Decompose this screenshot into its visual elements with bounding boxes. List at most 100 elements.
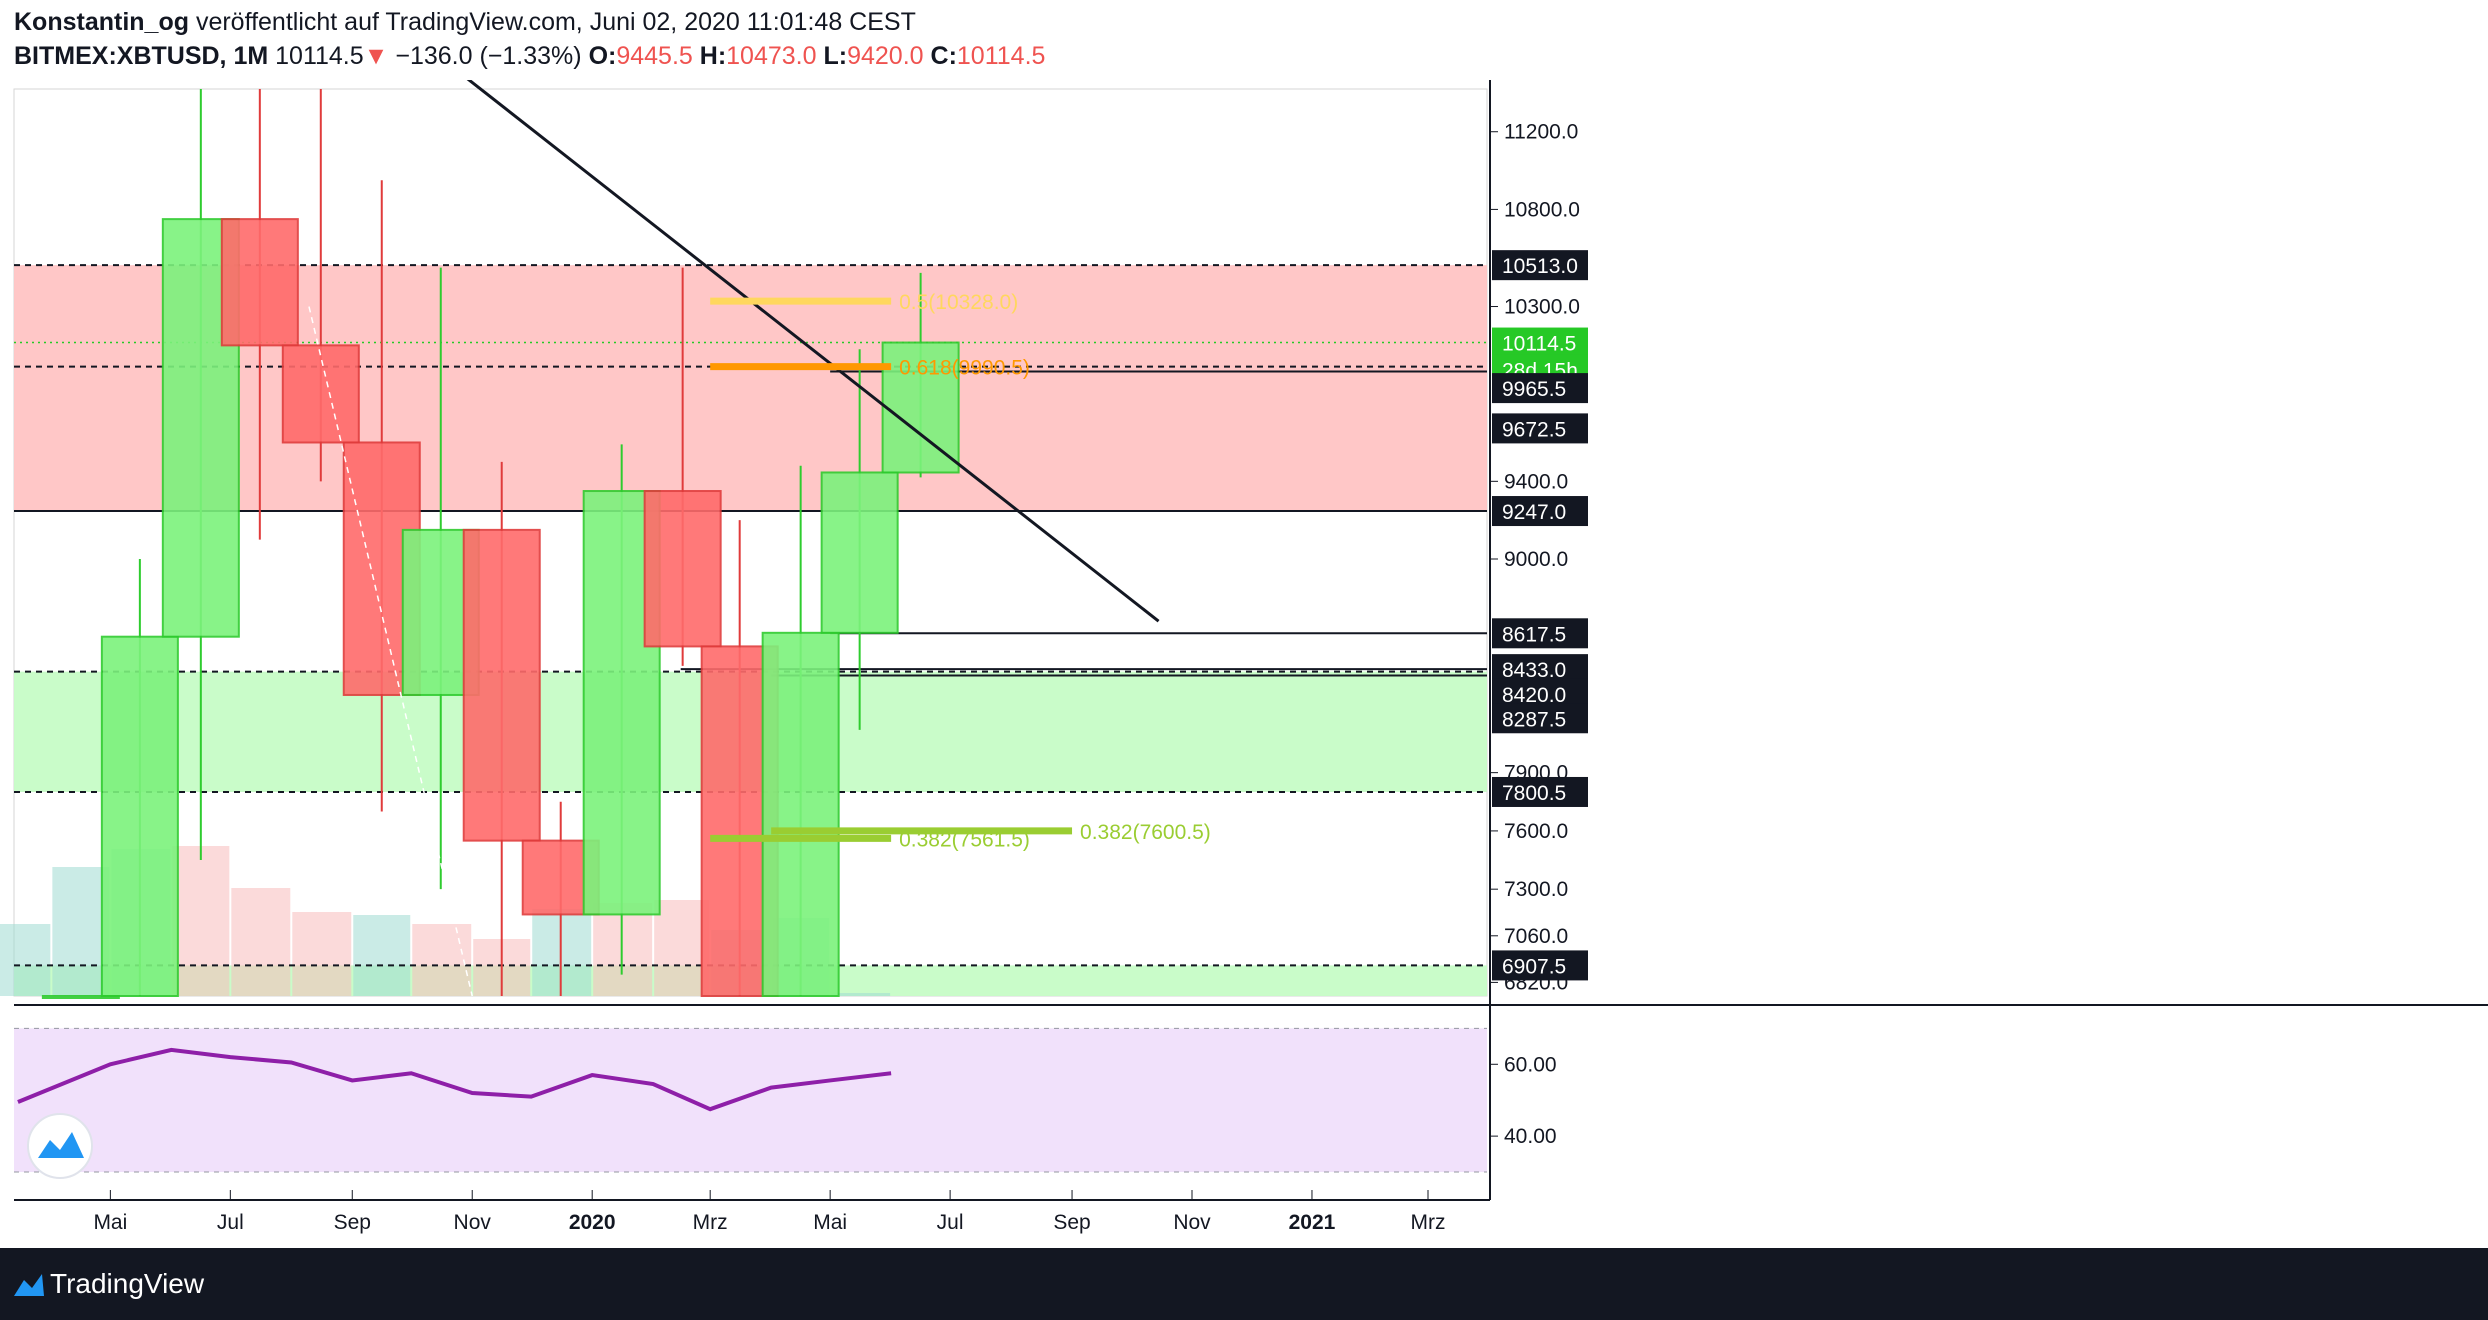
time-tick-label: Jul xyxy=(217,1211,244,1234)
published-text: veröffentlicht auf TradingView.com, Juni… xyxy=(195,8,916,36)
price-tick-label: 10800.0 xyxy=(1504,198,1580,221)
chart-canvas[interactable]: 0.5(10328.0)0.618(9990.5)0.382(7561.5) 0.… xyxy=(0,80,2488,1248)
candles-layer[interactable] xyxy=(41,89,960,999)
tradingview-brand[interactable]: TradingView xyxy=(50,1268,205,1299)
time-tick-label: Mai xyxy=(813,1211,847,1234)
price-tick-label: 7300.0 xyxy=(1504,878,1568,901)
price-tag-bg xyxy=(1492,250,1588,281)
rsi-pane[interactable] xyxy=(14,1027,1487,1173)
volume-bar xyxy=(654,900,710,996)
time-tick-label: Nov xyxy=(1173,1211,1211,1234)
price-tag: 9247.0 xyxy=(1492,496,1588,527)
price-tag-label: 7800.5 xyxy=(1502,782,1566,805)
descending-trendline[interactable] xyxy=(411,80,1160,623)
price-tick-label: 9000.0 xyxy=(1504,548,1568,571)
candle[interactable] xyxy=(281,89,360,482)
candle-body[interactable] xyxy=(761,631,840,998)
rsi-band xyxy=(14,1028,1487,1173)
close-value: 10114.5 xyxy=(956,42,1046,70)
time-tick-label: Sep xyxy=(1053,1211,1090,1234)
price-tag: 6907.5 xyxy=(1492,950,1588,981)
axes-layer[interactable]: 60.00 40.00 11200.0 10800.0 10300.0 9400.0 900… xyxy=(14,80,2488,1234)
volume-bar xyxy=(52,867,110,996)
price-tag-bg xyxy=(1492,413,1588,444)
price-tag-bg xyxy=(1492,950,1588,981)
time-tick-label: Nov xyxy=(454,1211,492,1234)
price-tag-label: 8420.0 xyxy=(1502,684,1566,707)
candle-body[interactable] xyxy=(881,341,960,474)
time-tick-label: Mai xyxy=(93,1211,127,1234)
rsi-line[interactable] xyxy=(17,1047,892,1112)
author-name[interactable]: Konstantin_og xyxy=(14,8,189,36)
price-tag-label: 10114.5 xyxy=(1502,333,1576,356)
candle-body[interactable] xyxy=(462,528,541,842)
price-tag-label: 6907.5 xyxy=(1502,955,1566,978)
time-tick-label: 2020 xyxy=(569,1211,616,1234)
tradingview-watermark-icon[interactable] xyxy=(27,1113,93,1179)
volume-bar xyxy=(412,924,472,996)
symbol-name[interactable]: BITMEX:XBTUSD, 1M xyxy=(14,42,269,70)
volume-bar xyxy=(0,924,51,996)
price-tag: 8287.5 xyxy=(1492,703,1588,734)
fib-level-label: 0.5(10328.0) xyxy=(899,291,1018,314)
low-value: 9420.0 xyxy=(847,42,924,70)
decline-guide-line[interactable] xyxy=(308,306,473,997)
candle-body[interactable] xyxy=(281,344,360,444)
time-tick-label: Mrz xyxy=(1411,1211,1446,1234)
candle[interactable] xyxy=(881,272,960,478)
price-tag-bg xyxy=(1492,496,1588,527)
price-tick-label: 10300.0 xyxy=(1504,296,1580,319)
volume-bar xyxy=(292,912,352,996)
price-tag-label: 8433.0 xyxy=(1502,659,1566,682)
fib-level-label: 0.382(7600.5) xyxy=(1080,821,1211,844)
price-tag-bg xyxy=(1492,373,1588,404)
price-tag-bg xyxy=(1492,703,1588,734)
candle[interactable] xyxy=(643,267,722,666)
candle[interactable] xyxy=(820,349,899,730)
symbol-legend: BITMEX:XBTUSD, 1M 10114.5▼ −136.0 (−1.33… xyxy=(14,42,1045,71)
price-tag-label: 8287.5 xyxy=(1502,708,1566,731)
candle[interactable] xyxy=(100,559,179,997)
time-tick-label: 2021 xyxy=(1289,1211,1336,1234)
publish-line: Konstantin_og veröffentlicht auf Trading… xyxy=(14,8,916,37)
change-down-icon: ▼ xyxy=(363,42,389,70)
rsi-tick-label: 60.00 xyxy=(1504,1053,1557,1076)
price-tag-label: 9672.5 xyxy=(1502,418,1566,441)
high-label: H: xyxy=(699,42,727,70)
candle-body[interactable] xyxy=(220,218,299,347)
open-value: 9445.5 xyxy=(616,42,693,70)
price-tag: 8617.5 xyxy=(1492,618,1588,649)
price-tag: 10513.0 xyxy=(1492,250,1588,281)
candle-body[interactable] xyxy=(100,635,179,997)
time-tick-label: Jul xyxy=(937,1211,964,1234)
price-tag-bg xyxy=(1492,776,1588,807)
time-tick-label: Sep xyxy=(334,1211,371,1234)
footer-bar: TradingView xyxy=(0,1248,2488,1320)
price-tag: 9965.5 xyxy=(1492,373,1588,404)
price-change: −136.0 (−1.33%) xyxy=(395,42,582,70)
candle[interactable] xyxy=(220,89,299,540)
drawings-layer[interactable]: 0.5(10328.0)0.618(9990.5)0.382(7561.5) 0.… xyxy=(308,80,1211,997)
price-tag: 10114.5 xyxy=(1492,327,1588,358)
price-tag-label: 8617.5 xyxy=(1502,623,1566,646)
volume-bar xyxy=(831,993,891,996)
candle-body[interactable] xyxy=(643,490,722,648)
open-label: O: xyxy=(588,42,617,70)
last-price: 10114.5 xyxy=(275,42,364,70)
price-tick-label: 9400.0 xyxy=(1504,470,1568,493)
price-tick-label: 11200.0 xyxy=(1504,121,1578,144)
candle[interactable] xyxy=(462,461,541,996)
candle-body[interactable] xyxy=(820,471,899,634)
price-tag-label: 10513.0 xyxy=(1502,255,1578,278)
rsi-tick-label: 40.00 xyxy=(1504,1125,1557,1148)
price-tag-label: 9247.0 xyxy=(1502,501,1566,524)
candle[interactable] xyxy=(761,465,840,998)
price-tag-bg xyxy=(1492,327,1588,358)
fib-level-label: 0.618(9990.5) xyxy=(899,357,1030,380)
tradingview-logo-icon[interactable] xyxy=(12,1270,46,1300)
price-tag: 9672.5 xyxy=(1492,413,1588,444)
volume-bar xyxy=(172,846,230,996)
time-tick-label: Mrz xyxy=(693,1211,728,1234)
price-tag-label: 9965.5 xyxy=(1502,378,1566,401)
